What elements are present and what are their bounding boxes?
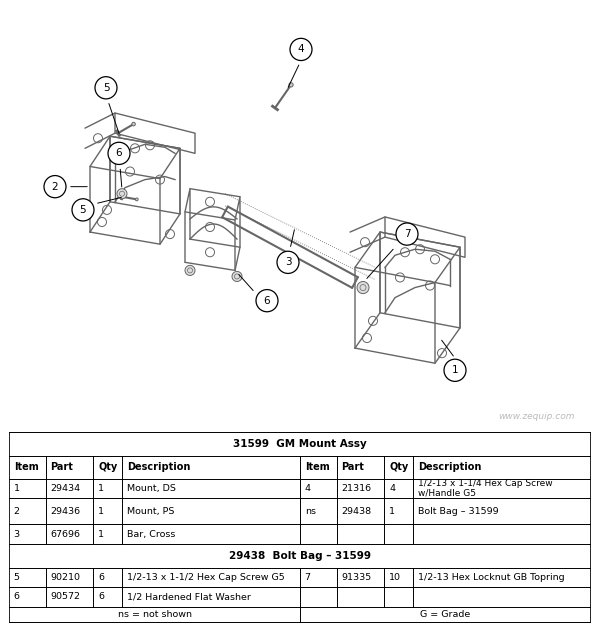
Text: 31599  GM Mount Assy: 31599 GM Mount Assy [233, 439, 367, 449]
Text: 5: 5 [80, 205, 86, 215]
Text: 10: 10 [389, 573, 401, 582]
Text: 4: 4 [305, 484, 311, 493]
Text: ns: ns [305, 506, 316, 516]
Text: 7: 7 [305, 573, 311, 582]
Circle shape [357, 282, 369, 294]
Text: 29438  Bolt Bag – 31599: 29438 Bolt Bag – 31599 [229, 551, 371, 561]
Text: 5: 5 [14, 573, 20, 582]
Circle shape [232, 272, 242, 282]
Text: Part: Part [50, 463, 73, 473]
Circle shape [132, 122, 136, 126]
Text: Item: Item [14, 463, 38, 473]
Text: 4: 4 [389, 484, 395, 493]
Text: 2: 2 [14, 506, 20, 516]
Text: 4: 4 [298, 44, 304, 54]
Text: 1/2-13 x 1-1/4 Hex Cap Screw: 1/2-13 x 1-1/4 Hex Cap Screw [418, 479, 553, 488]
Text: 67696: 67696 [50, 530, 80, 538]
Text: Mount, DS: Mount, DS [127, 484, 176, 493]
Text: 3: 3 [284, 257, 292, 267]
Text: 3: 3 [14, 530, 20, 538]
Text: 1/2 Hardened Flat Washer: 1/2 Hardened Flat Washer [127, 592, 251, 602]
Text: 1: 1 [452, 366, 458, 376]
Text: 90210: 90210 [50, 573, 80, 582]
Text: 21316: 21316 [341, 484, 371, 493]
Text: G = Grade: G = Grade [421, 610, 470, 619]
Circle shape [108, 142, 130, 165]
Circle shape [277, 251, 299, 274]
Text: Bar, Cross: Bar, Cross [127, 530, 176, 538]
Text: 1/2-13 x 1-1/2 Hex Cap Screw G5: 1/2-13 x 1-1/2 Hex Cap Screw G5 [127, 573, 285, 582]
Text: 90572: 90572 [50, 592, 80, 602]
Text: 1: 1 [389, 506, 395, 516]
Text: 6: 6 [98, 592, 104, 602]
Circle shape [290, 38, 312, 61]
Text: 29436: 29436 [50, 506, 80, 516]
Text: 1: 1 [98, 530, 104, 538]
Text: Item: Item [305, 463, 329, 473]
Text: Qty: Qty [98, 463, 117, 473]
Text: 6: 6 [116, 148, 122, 158]
Circle shape [444, 359, 466, 381]
Text: 1: 1 [14, 484, 20, 493]
Text: 2: 2 [52, 182, 58, 192]
Circle shape [117, 188, 127, 199]
Circle shape [95, 76, 117, 99]
Text: 29438: 29438 [341, 506, 371, 516]
Text: Part: Part [341, 463, 364, 473]
Text: 6: 6 [98, 573, 104, 582]
Circle shape [72, 199, 94, 221]
Text: 6: 6 [263, 295, 271, 305]
Text: Qty: Qty [389, 463, 408, 473]
Text: 5: 5 [103, 83, 109, 93]
Text: Description: Description [418, 463, 482, 473]
Text: 1: 1 [98, 506, 104, 516]
Text: w/Handle G5: w/Handle G5 [418, 489, 476, 498]
Circle shape [396, 223, 418, 245]
Circle shape [185, 265, 195, 275]
Text: Description: Description [127, 463, 191, 473]
Text: www.zequip.com: www.zequip.com [499, 412, 575, 421]
Circle shape [289, 83, 293, 87]
Circle shape [136, 198, 138, 201]
Text: 1/2-13 Hex Locknut GB Topring: 1/2-13 Hex Locknut GB Topring [418, 573, 565, 582]
Text: 29434: 29434 [50, 484, 80, 493]
Circle shape [256, 290, 278, 312]
Text: 7: 7 [404, 229, 410, 239]
Text: Bolt Bag – 31599: Bolt Bag – 31599 [418, 506, 499, 516]
Text: ns = not shown: ns = not shown [118, 610, 191, 619]
Text: 6: 6 [14, 592, 20, 602]
Text: Mount, PS: Mount, PS [127, 506, 175, 516]
Text: 1: 1 [98, 484, 104, 493]
Circle shape [44, 175, 66, 198]
Text: 91335: 91335 [341, 573, 371, 582]
